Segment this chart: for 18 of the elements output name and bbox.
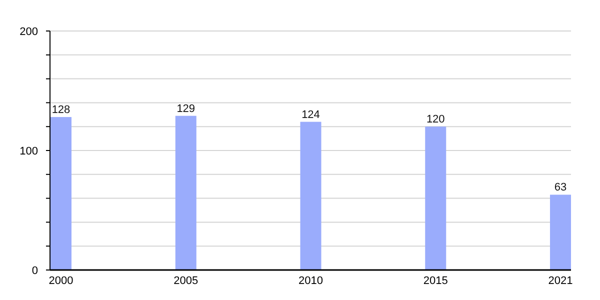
- data-label: 124: [302, 108, 320, 121]
- y-tick-label: 0: [32, 264, 38, 277]
- data-label: 120: [426, 114, 445, 126]
- bar: [50, 117, 72, 270]
- bar: [550, 194, 571, 270]
- data-label: 129: [176, 102, 196, 115]
- x-tick-label: 2000: [48, 275, 74, 287]
- y-tick-label: 100: [20, 145, 38, 158]
- x-tick-label: 2010: [298, 275, 323, 287]
- x-tick-label: 2021: [548, 275, 573, 287]
- x-tick-label: 2015: [423, 275, 448, 287]
- bar: [300, 122, 322, 270]
- data-label: 128: [52, 104, 70, 116]
- y-tick-label: 200: [20, 26, 38, 38]
- bar: [425, 126, 446, 270]
- bar: [175, 116, 196, 270]
- x-tick-label: 2005: [174, 275, 198, 287]
- data-label: 63: [554, 182, 567, 194]
